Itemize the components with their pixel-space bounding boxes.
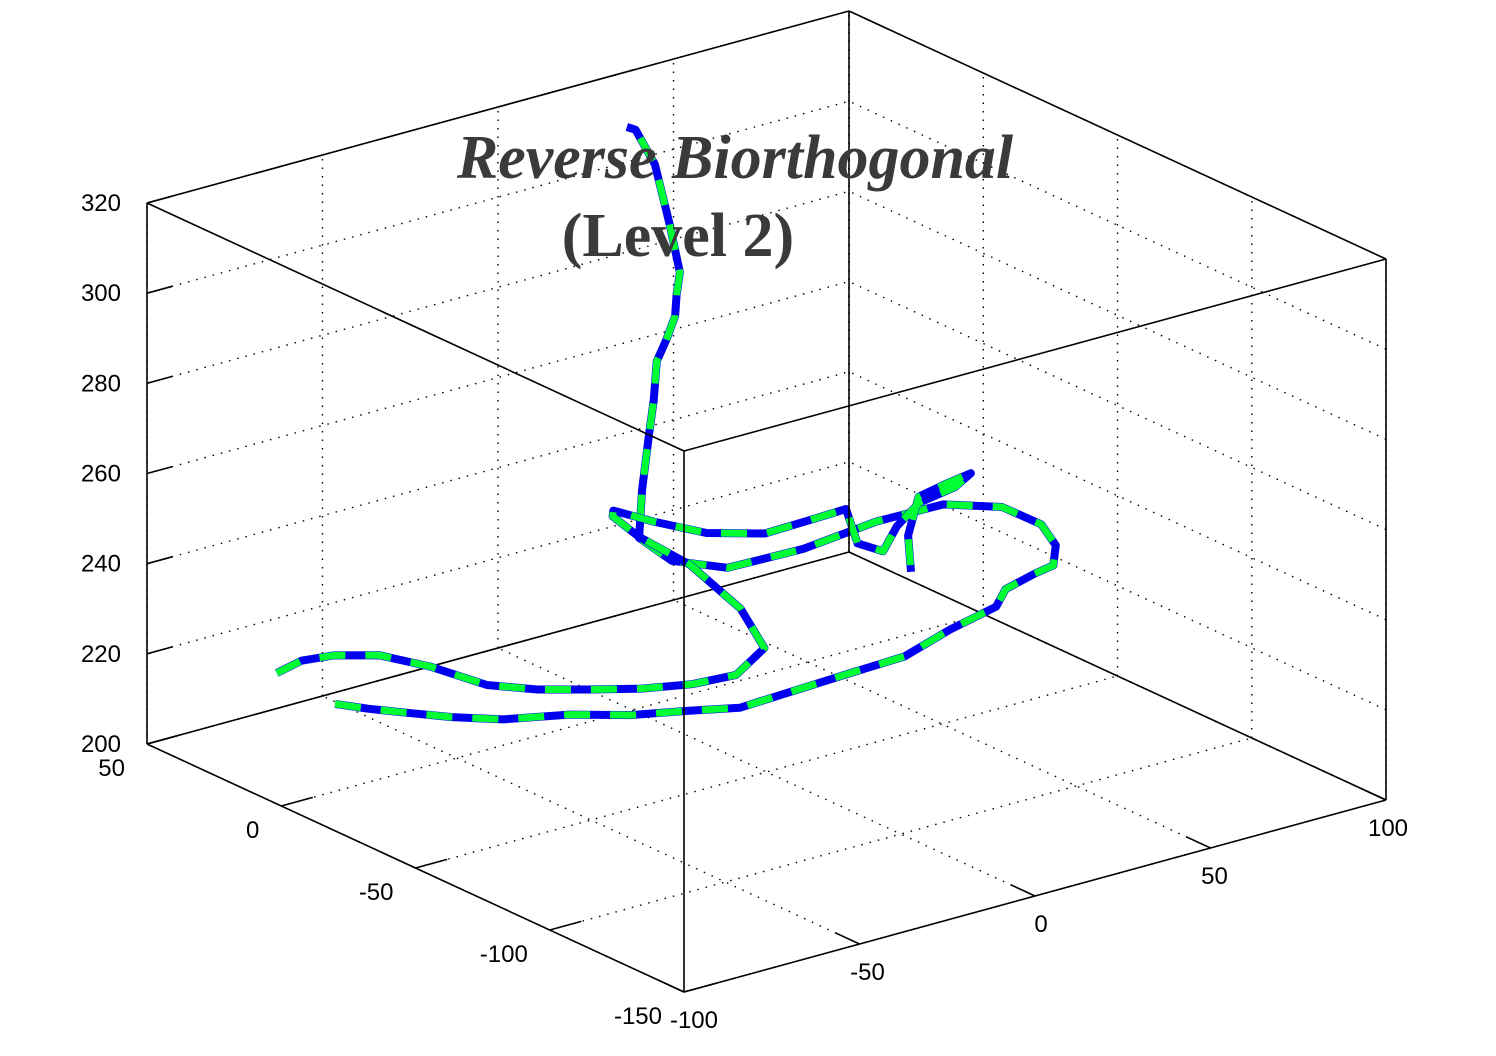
z-tick-label: 220 — [81, 641, 121, 668]
x-axis-tick — [834, 932, 860, 945]
trajectory-series — [274, 123, 1060, 724]
z-tick-label: 200 — [81, 731, 121, 758]
z-tick-label: 300 — [81, 280, 121, 307]
x-axis-tick — [1185, 836, 1211, 849]
axes-box-edge — [146, 551, 850, 745]
axes-box-edge — [146, 202, 685, 452]
axes-box-edge — [146, 10, 850, 204]
y-tick-label: 0 — [246, 817, 259, 844]
series-line-2 — [334, 123, 1060, 723]
axis-tick-labels: -100-50050100-150-100-500502002202402602… — [81, 190, 1408, 1034]
y-tick-label: 50 — [98, 755, 125, 782]
z-tick-label: 240 — [81, 551, 121, 578]
y-axis-tick — [415, 858, 448, 869]
y-tick-label: -50 — [359, 879, 394, 906]
x-tick-label: -50 — [850, 959, 885, 986]
grid-line-floor-x — [322, 695, 860, 945]
axes-box-edge — [848, 10, 1387, 260]
y-axis-tick — [683, 982, 716, 993]
z-axis-tick — [146, 465, 173, 475]
z-axis-tick — [146, 285, 173, 294]
x-tick-label: 50 — [1201, 863, 1228, 890]
y-axis-tick — [549, 920, 582, 931]
z-axis-tick — [146, 736, 173, 745]
z-axis-tick — [146, 195, 173, 204]
x-tick-label: 0 — [1034, 911, 1047, 938]
grid-line-wall-y-horizontal — [146, 280, 850, 475]
chart-title-line-2: (Level 2) — [562, 202, 794, 270]
x-axis-tick — [1361, 788, 1387, 801]
axes-box-edge — [848, 551, 1387, 801]
z-axis-tick — [146, 646, 173, 655]
x-tick-label: -100 — [670, 1007, 718, 1034]
x-axis-tick — [659, 980, 685, 993]
series-line-4 — [275, 469, 975, 693]
chart-title-line-1: Reverse Biorthogonal — [456, 124, 1014, 192]
z-tick-label: 320 — [81, 190, 121, 217]
y-tick-label: -100 — [480, 941, 528, 968]
x-tick-label: 100 — [1368, 815, 1408, 842]
grid-line-floor-y — [549, 737, 1252, 931]
grid-line-floor-x — [497, 647, 1036, 897]
z-axis-tick — [146, 375, 173, 385]
axes-box-edge — [683, 258, 1387, 452]
z-tick-label: 280 — [81, 370, 121, 397]
grid-line-wall-x-horizontal — [848, 190, 1387, 440]
z-tick-label: 260 — [81, 461, 121, 488]
y-axis-tick — [281, 796, 314, 807]
grid-line-wall-y-horizontal — [146, 461, 850, 655]
y-tick-label: -150 — [614, 1003, 662, 1030]
axes-box-back — [146, 551, 1387, 993]
z-axis-tick — [146, 556, 173, 565]
axis-ticks — [146, 195, 1387, 993]
x-axis-tick — [1010, 884, 1036, 897]
grid-line-floor-y — [415, 675, 1118, 869]
